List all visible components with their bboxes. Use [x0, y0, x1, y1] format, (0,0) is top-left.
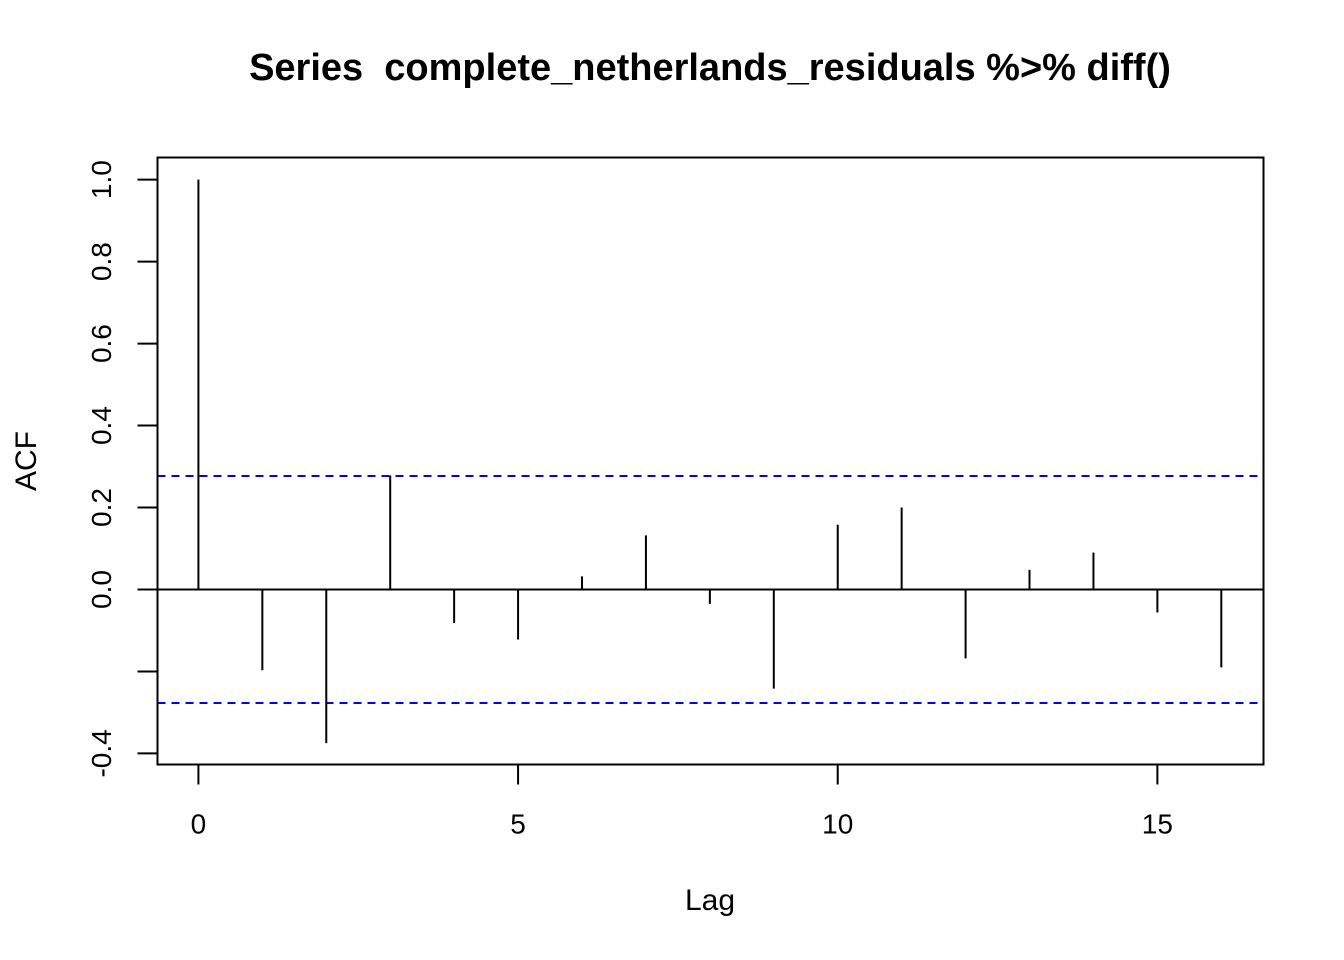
y-tick-label--0.4: -0.4	[86, 729, 117, 777]
y-tick-label-0.0: 0.0	[86, 570, 117, 609]
chart-title: Series complete_netherlands_residuals %>…	[249, 47, 1171, 89]
y-tick-label-0.8: 0.8	[86, 242, 117, 281]
y-tick-label-0.4: 0.4	[86, 406, 117, 445]
x-tick-label-0: 0	[191, 809, 207, 840]
x-axis: 0 5 10 15	[191, 763, 1173, 840]
x-tick-label-5: 5	[510, 809, 526, 840]
y-axis-label: ACF	[10, 431, 43, 491]
y-axis: -0.4 0.0 0.2 0.4 0.6 0.8 1.0	[86, 160, 159, 778]
x-tick-label-15: 15	[1142, 809, 1173, 840]
acf-spikes	[197, 179, 1223, 744]
x-tick-label-10: 10	[822, 809, 853, 840]
x-axis-label: Lag	[685, 884, 735, 917]
y-tick-label-1.0: 1.0	[86, 160, 117, 199]
y-tick-label-0.6: 0.6	[86, 324, 117, 363]
y-tick-label-0.2: 0.2	[86, 488, 117, 527]
plot-frame	[156, 156, 1265, 766]
